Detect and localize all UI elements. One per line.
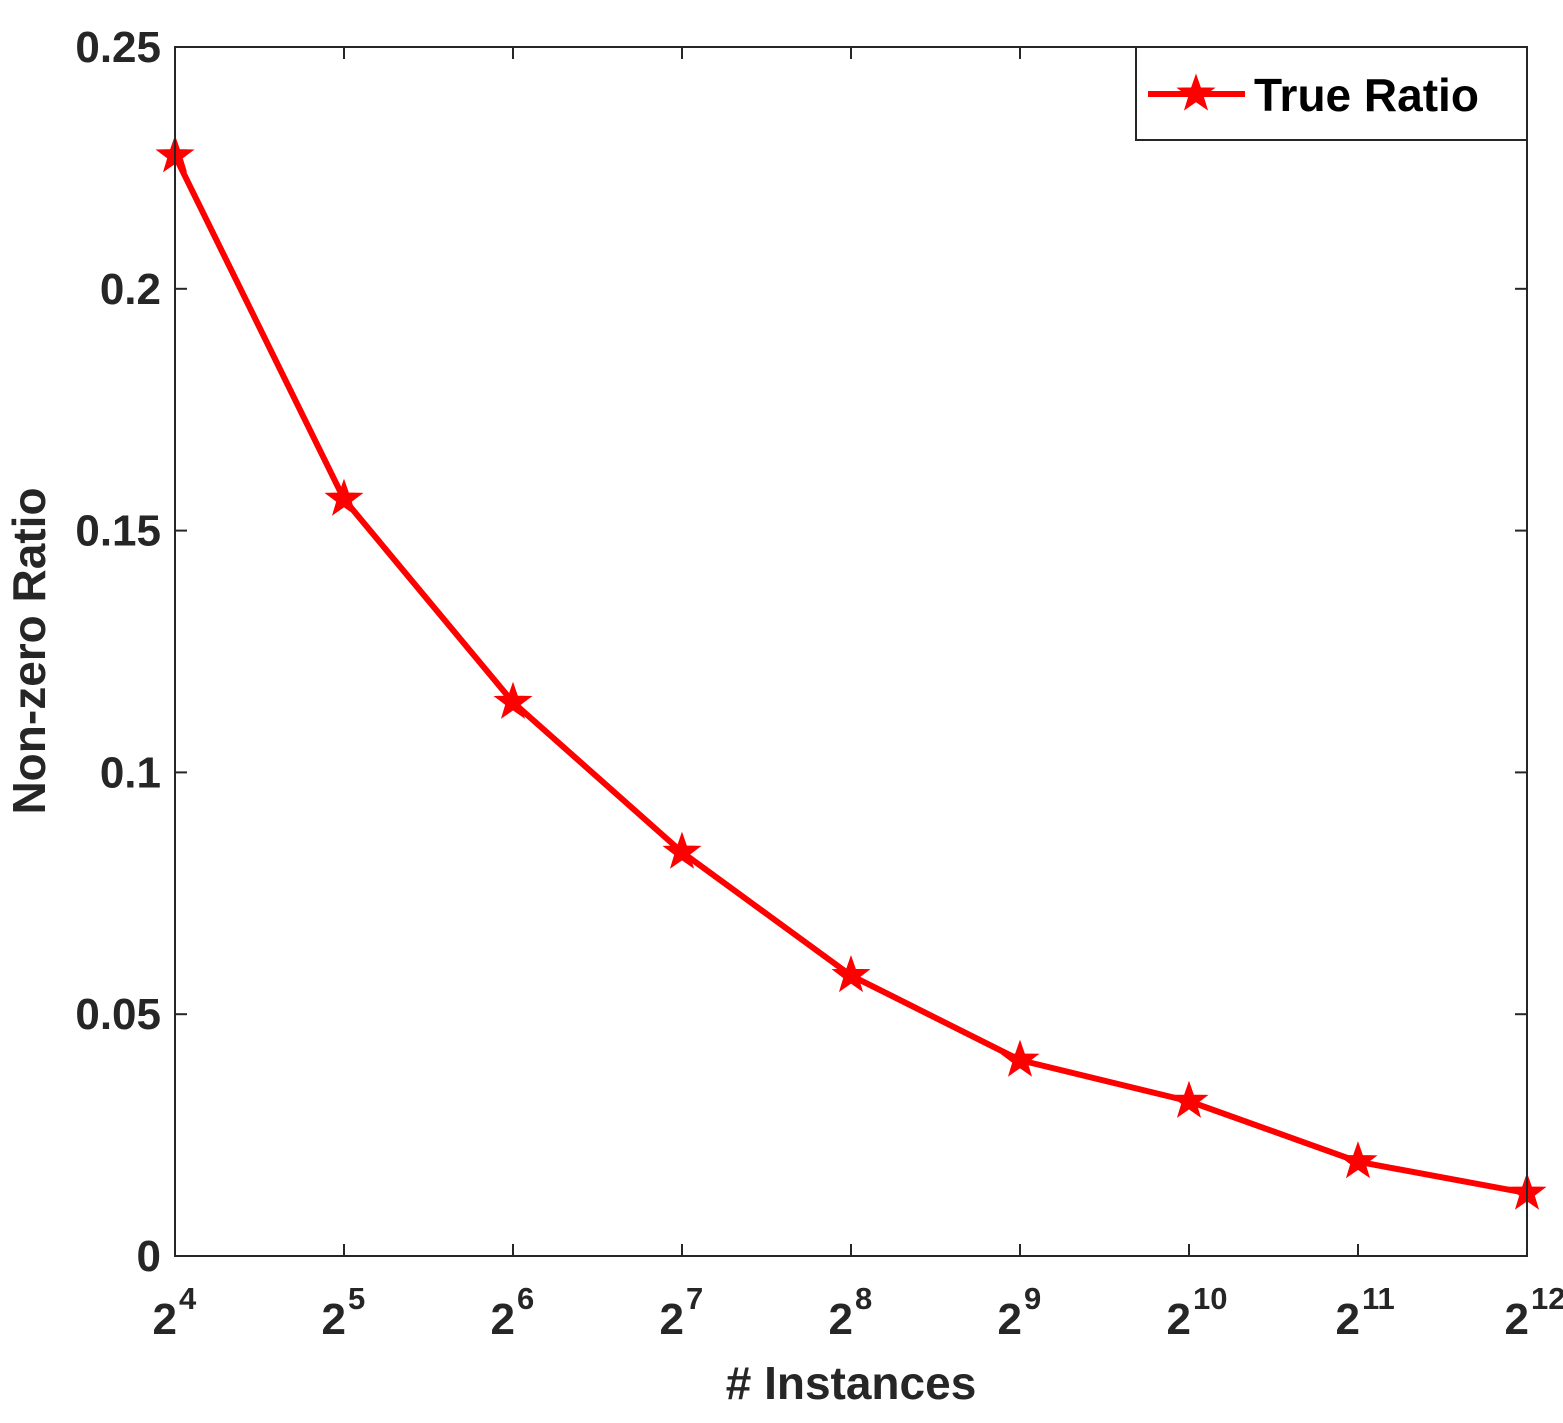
data-point-star-marker — [1000, 1039, 1040, 1077]
x-tick-label: 2 11 — [1336, 1281, 1395, 1344]
x-tick-label-exponent: 11 — [1362, 1281, 1395, 1316]
data-point-star-marker — [324, 478, 364, 516]
x-tick-label-base: 2 — [1336, 1295, 1360, 1344]
x-tick-label: 2 12 — [1505, 1281, 1563, 1344]
x-tick-label-base: 2 — [1505, 1295, 1529, 1344]
data-point-star-marker — [1338, 1141, 1378, 1179]
x-tick-label-base: 2 — [322, 1295, 346, 1344]
x-tick-label-base: 2 — [491, 1295, 515, 1344]
y-tick-label: 0.05 — [75, 990, 161, 1039]
y-tick-label: 0.2 — [100, 265, 161, 314]
x-tick-label-exponent: 4 — [179, 1281, 197, 1316]
data-point-star-marker — [662, 831, 702, 869]
x-axis-title: # Instances — [726, 1357, 977, 1409]
legend-star-marker — [1176, 73, 1216, 111]
y-tick-label: 0.25 — [75, 23, 161, 72]
plot-area-background — [175, 47, 1527, 1256]
x-tick-label-base: 2 — [1167, 1295, 1191, 1344]
x-tick-label-exponent: 8 — [855, 1281, 872, 1316]
legend-label-true-ratio: True Ratio — [1254, 69, 1479, 121]
axis-tick-labels: 00.050.10.150.20.252 4 2 5 2 6 2 7 2 8 2 9 2 10 2 11 2 12 — [75, 23, 1563, 1344]
x-tick-label-exponent: 10 — [1193, 1281, 1227, 1316]
y-tick-label: 0 — [137, 1232, 161, 1281]
data-point-star-marker — [493, 681, 533, 719]
data-point-star-marker — [1169, 1080, 1209, 1118]
x-tick-label-exponent: 6 — [517, 1281, 534, 1316]
x-tick-label-base: 2 — [829, 1295, 853, 1344]
x-tick-label-base: 2 — [660, 1295, 684, 1344]
plot-area-frame — [174, 46, 1528, 1257]
x-tick-label-exponent: 12 — [1531, 1281, 1563, 1316]
y-axis-title: Non-zero Ratio — [3, 487, 55, 814]
y-tick-label: 0.1 — [100, 748, 161, 797]
x-tick-label-exponent: 7 — [686, 1281, 703, 1316]
data-point-star-marker — [831, 954, 871, 993]
x-tick-label-exponent: 5 — [348, 1281, 365, 1316]
x-tick-label-base: 2 — [998, 1295, 1022, 1344]
x-tick-label-base: 2 — [153, 1295, 177, 1344]
x-tick-label-exponent: 9 — [1024, 1281, 1041, 1316]
legend: True Ratio — [1135, 46, 1528, 141]
y-tick-label: 0.15 — [75, 507, 161, 556]
data-series — [155, 135, 1547, 1210]
x-tick-label: 2 10 — [1167, 1281, 1228, 1344]
